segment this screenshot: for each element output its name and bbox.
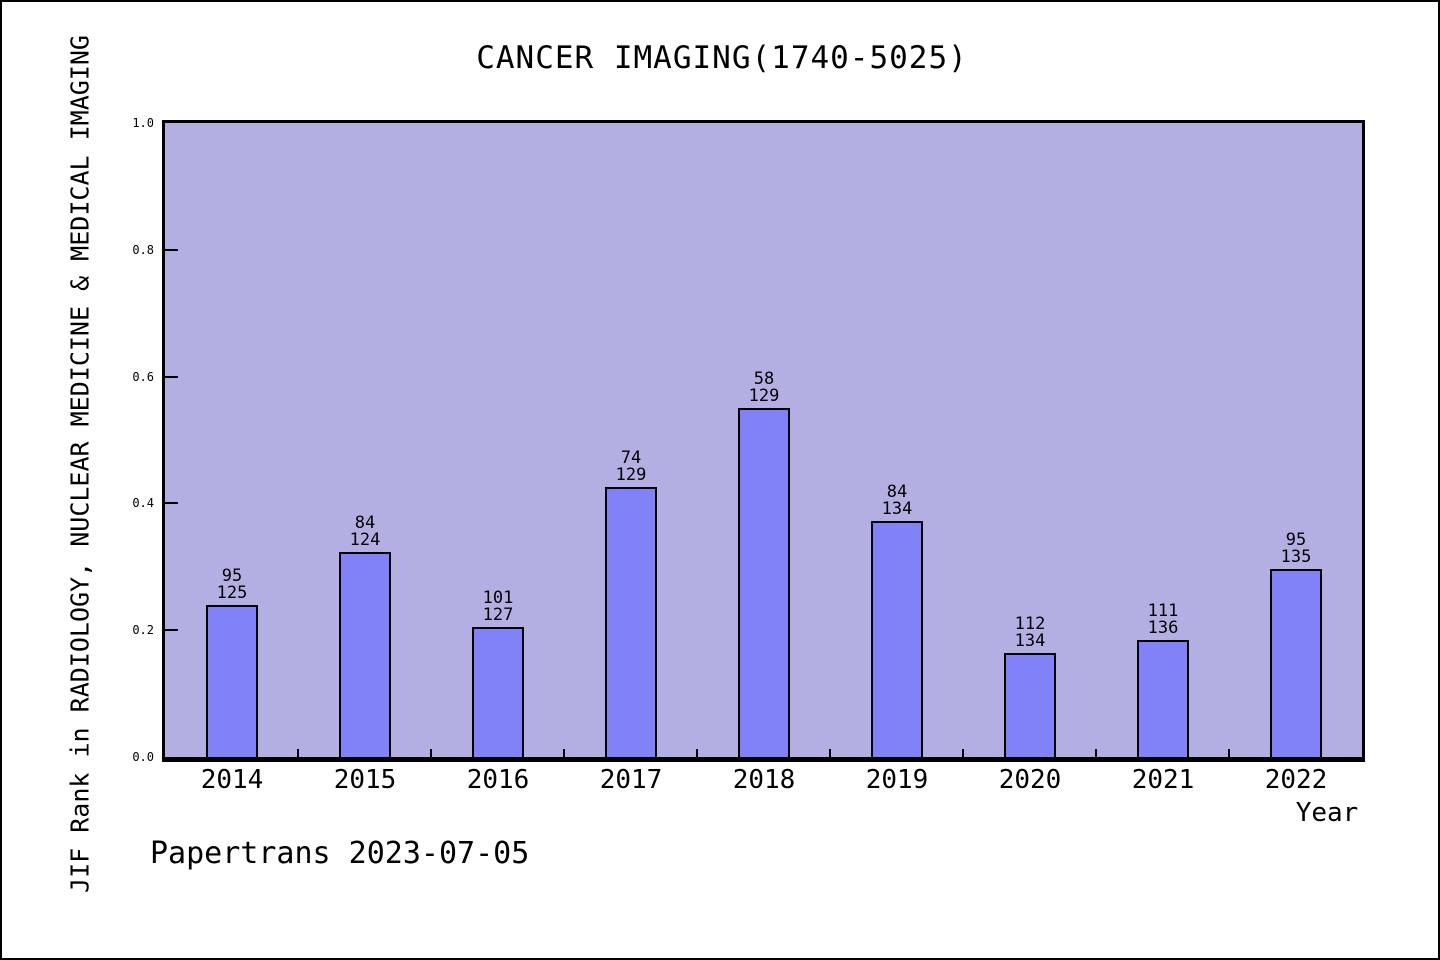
y-tick-label: 0.0	[132, 750, 154, 764]
bar	[1270, 569, 1322, 757]
x-minor-tick	[696, 749, 698, 757]
x-minor-tick	[1228, 749, 1230, 757]
bar	[738, 408, 790, 757]
bar-value-label: 95 135	[1280, 530, 1312, 567]
x-category-label: 2021	[1131, 765, 1195, 795]
bar-value-label: 111 136	[1147, 601, 1179, 638]
bar-value-label: 101 127	[482, 588, 514, 625]
y-tick-label: 0.4	[132, 496, 154, 510]
x-minor-tick	[962, 749, 964, 757]
bar-value-label: 95 125	[216, 566, 248, 603]
x-category-label: 2022	[1264, 765, 1328, 795]
y-tick-mark	[165, 376, 178, 378]
x-axis-label: Year	[1295, 798, 1359, 828]
x-category-label: 2020	[998, 765, 1062, 795]
y-tick-label: 0.8	[132, 243, 154, 257]
x-category-label: 2017	[599, 765, 663, 795]
bar	[339, 552, 391, 757]
x-category-label: 2019	[865, 765, 929, 795]
bar	[472, 627, 524, 757]
y-axis-label: JIF Rank in RADIOLOGY, NUCLEAR MEDICINE …	[65, 35, 95, 893]
bar	[1137, 640, 1189, 757]
x-minor-tick	[563, 749, 565, 757]
x-minor-tick	[297, 749, 299, 757]
bar	[1004, 653, 1056, 757]
x-minor-tick	[1095, 749, 1097, 757]
bar-value-label: 84 124	[349, 513, 381, 550]
y-tick-label: 1.0	[132, 116, 154, 130]
x-category-label: 2014	[200, 765, 264, 795]
x-minor-tick	[829, 749, 831, 757]
bar	[605, 487, 657, 757]
footer-text: Papertrans 2023-07-05	[150, 836, 530, 871]
bar	[206, 605, 258, 757]
x-category-label: 2015	[333, 765, 397, 795]
plot-area: 95 125 84 124 101 127 74 129 58 129 84 134 112…	[162, 120, 1365, 762]
x-minor-tick	[430, 749, 432, 757]
y-tick-mark	[165, 502, 178, 504]
x-category-label: 2018	[732, 765, 796, 795]
bar-value-label: 58 129	[748, 369, 780, 406]
bar-value-label: 112 134	[1014, 614, 1046, 651]
bar	[871, 521, 923, 757]
y-tick-mark	[165, 249, 178, 251]
x-category-label: 2016	[466, 765, 530, 795]
y-tick-mark	[165, 629, 178, 631]
bar-value-label: 84 134	[881, 482, 913, 519]
y-tick-label: 0.6	[132, 370, 154, 384]
bar-value-label: 74 129	[615, 448, 647, 485]
chart-title: CANCER IMAGING(1740-5025)	[476, 40, 968, 76]
y-tick-label: 0.2	[132, 623, 154, 637]
